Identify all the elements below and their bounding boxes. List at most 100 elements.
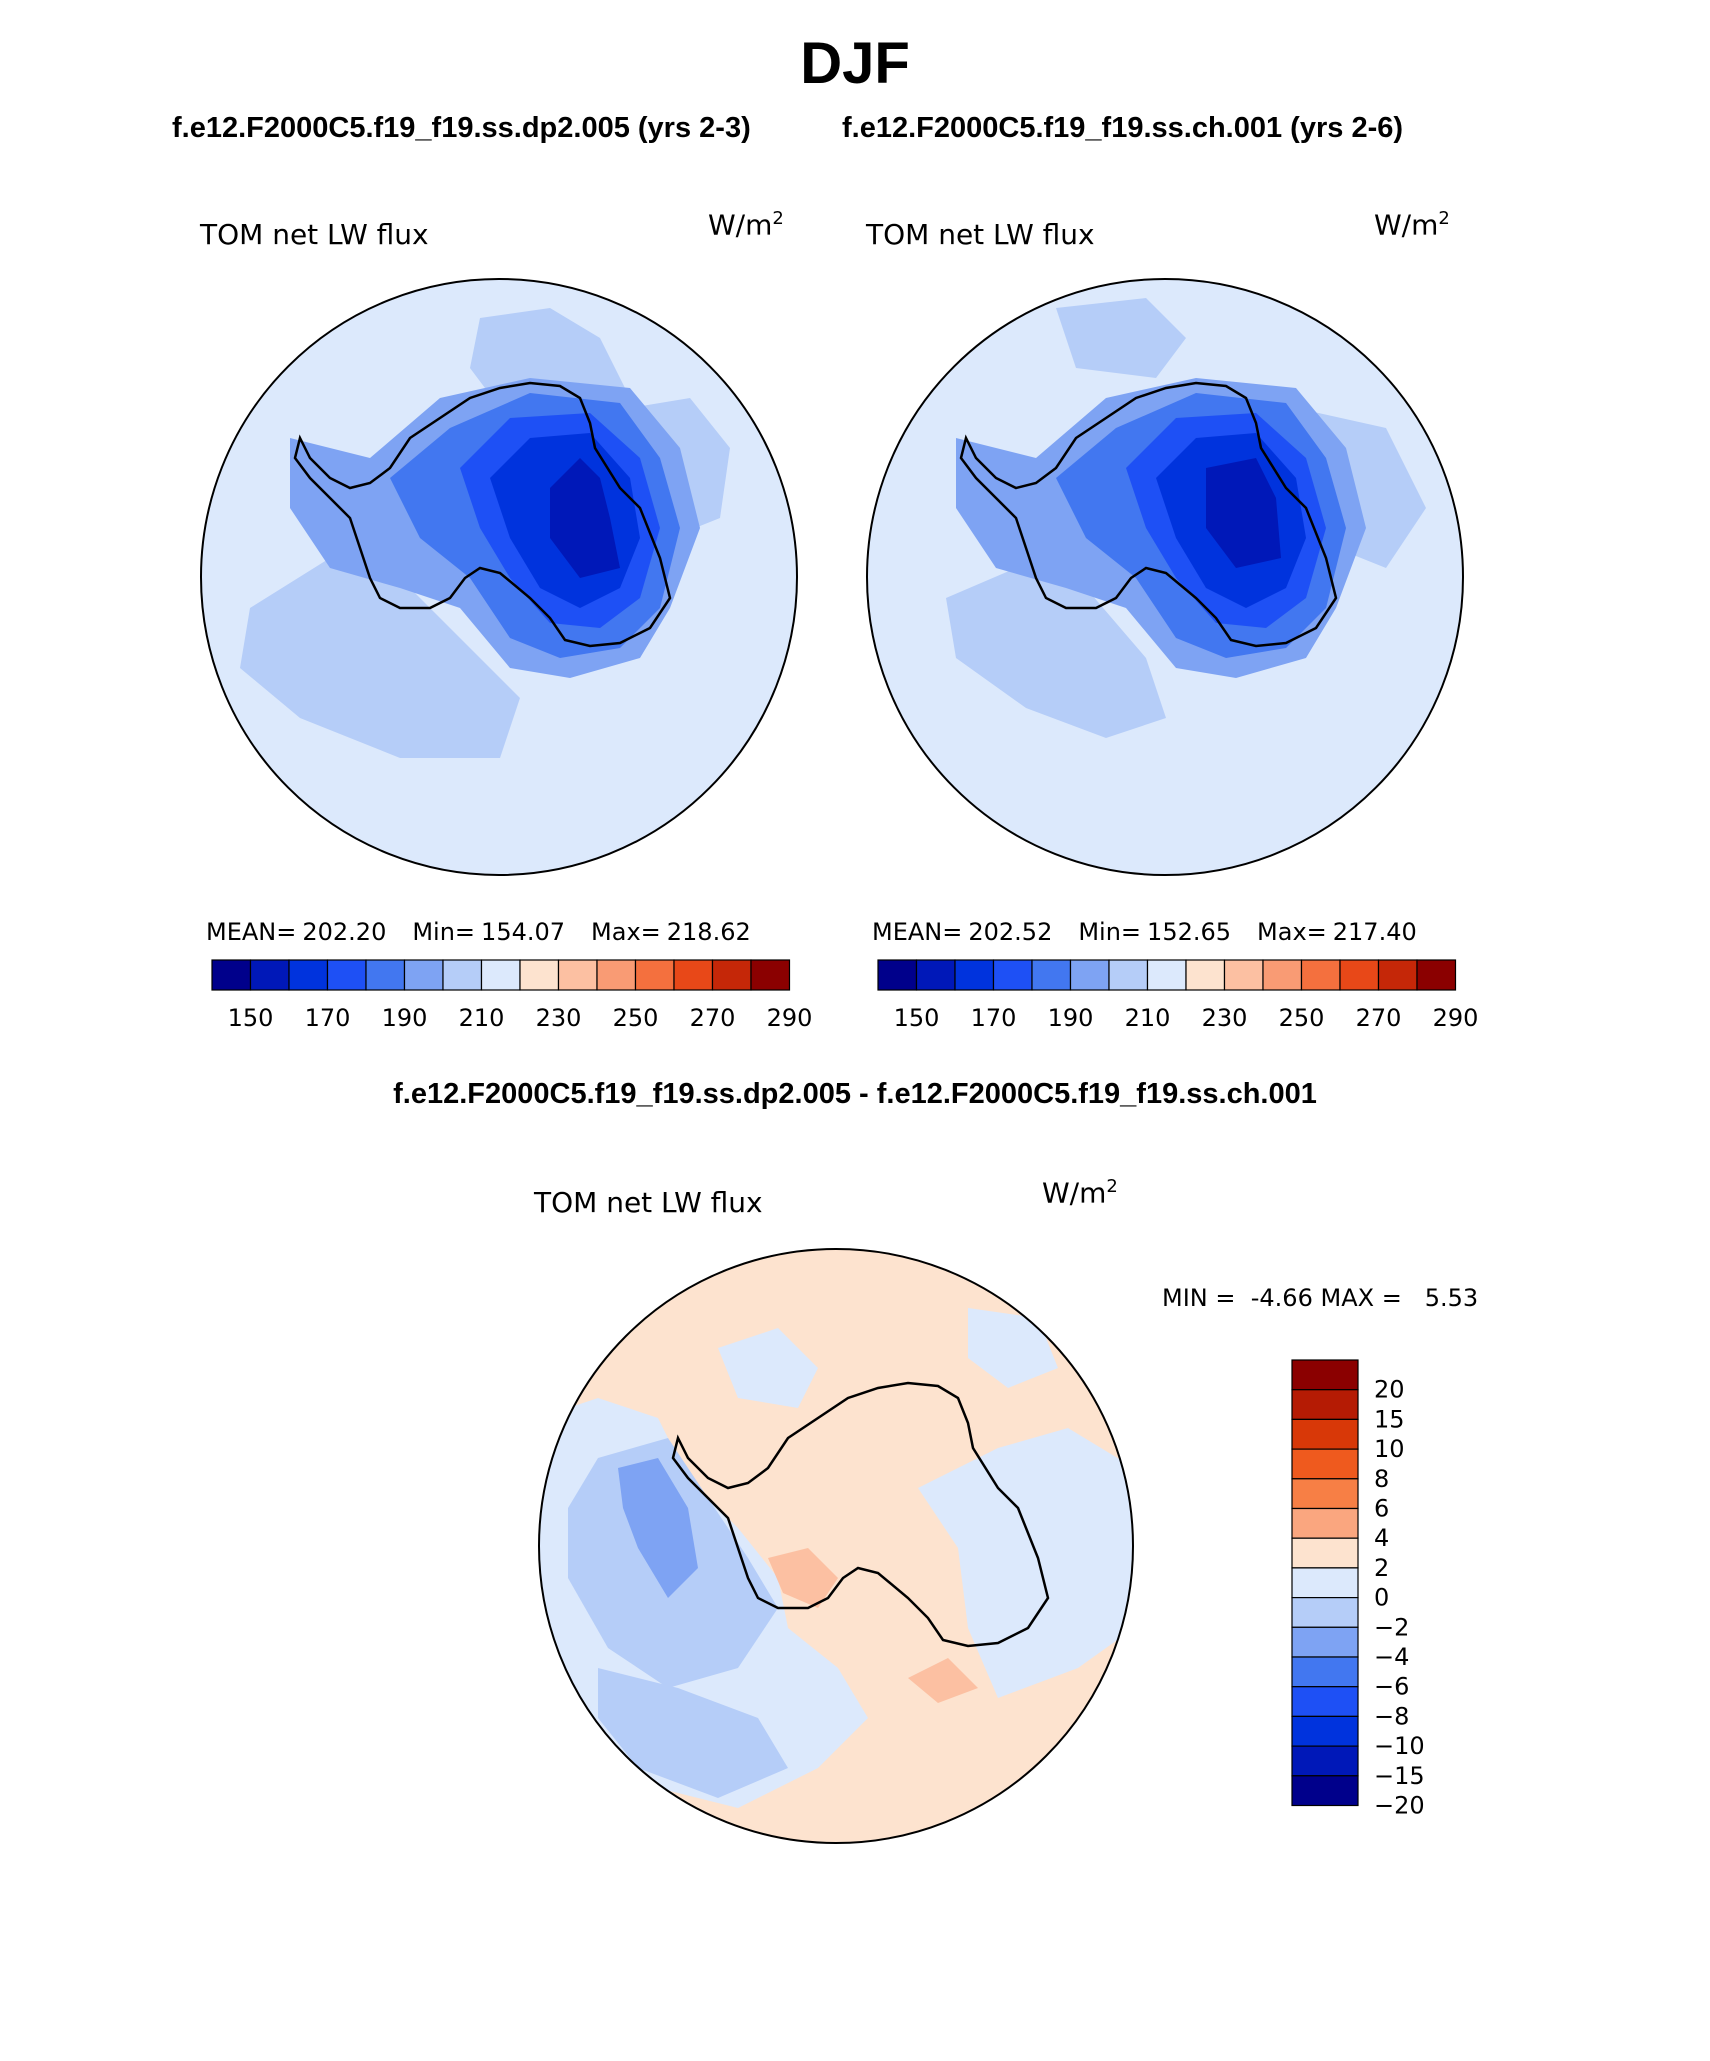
colorbar-difference-tick-label: −8: [1374, 1702, 1409, 1730]
colorbar-left-swatch: [403, 959, 444, 991]
colorbar-difference-tick-label: 4: [1374, 1524, 1389, 1552]
colorbar-right-tick-label: 190: [1048, 1004, 1094, 1032]
map-diff-minus4-region: [618, 1458, 698, 1598]
colorbar-right-swatch: [954, 959, 995, 991]
map-diff-negative-region-ne: [968, 1308, 1058, 1388]
colorbar-right-tick-label: 270: [1356, 1004, 1402, 1032]
panel-left-mean-label: MEAN=: [206, 918, 297, 946]
colorbar-right-swatch: [915, 959, 956, 991]
panel-right-stats: MEAN= 202.52 Min= 152.65 Max= 217.40: [872, 918, 1417, 946]
diff-max: 5.53: [1424, 1284, 1479, 1312]
map-right-polar: [866, 278, 1464, 876]
colorbar-right-swatch: [1300, 959, 1341, 991]
colorbar-difference-tick-label: 20: [1374, 1376, 1405, 1404]
colorbar-left-swatch: [519, 959, 560, 991]
panel-left-max: 218.62: [666, 918, 751, 946]
colorbar-difference-swatch: [1291, 1507, 1359, 1539]
colorbar-right-swatch: [992, 959, 1033, 991]
colorbar-difference-tick-label: 2: [1374, 1554, 1389, 1582]
colorbar-right: 150 170 190 210 230 250 270 290: [877, 959, 1478, 1032]
map-diff-coastline: [671, 1381, 1050, 1648]
diff-min-label: MIN =: [1162, 1284, 1236, 1312]
colorbar-left: 150 170 190 210 230 250 270 290: [211, 959, 812, 1032]
colorbar-left-swatch: [750, 959, 791, 991]
colorbar-right-tick-label: 230: [1202, 1004, 1248, 1032]
colorbar-difference-tick-label: −15: [1374, 1762, 1425, 1790]
map-diff-plus2-region: [768, 1548, 838, 1608]
colorbar-right-swatch: [877, 959, 918, 991]
colorbar-right-swatch: [1185, 959, 1226, 991]
panel-left-min: 154.07: [481, 918, 566, 946]
colorbar-difference-swatch: [1291, 1478, 1359, 1510]
map-diff-border: [538, 1248, 1134, 1844]
colorbar-difference-swatch: [1291, 1567, 1359, 1599]
map-difference-polar: [538, 1248, 1134, 1844]
colorbar-difference-swatch: [1291, 1626, 1359, 1658]
map-diff-negative-region-east: [918, 1428, 1133, 1698]
panel-right-min: 152.65: [1147, 918, 1232, 946]
difference-title: f.e12.F2000C5.f19_f19.ss.dp2.005 - f.e12…: [393, 1078, 1317, 1110]
colorbar-left-swatch: [326, 959, 367, 991]
colorbar-difference-swatch: [1291, 1389, 1359, 1421]
panel-right-mean-label: MEAN=: [872, 918, 963, 946]
map-right-coastline: [959, 381, 1338, 648]
colorbar-difference-tick-label: −10: [1374, 1732, 1425, 1760]
colorbar-left-swatch: [249, 959, 290, 991]
colorbar-difference-swatch: [1291, 1597, 1359, 1628]
colorbar-difference-swatch: [1291, 1448, 1359, 1480]
map-diff-plus2-region-b: [908, 1658, 978, 1703]
colorbar-right-tick-label: 250: [1279, 1004, 1325, 1032]
colorbar-right-swatch: [1146, 959, 1187, 991]
colorbar-right-swatch: [1223, 959, 1264, 991]
colorbar-difference-tick-label: 10: [1374, 1435, 1405, 1463]
colorbar-difference-tick-label: −4: [1374, 1643, 1409, 1671]
panel-right-mean: 202.52: [968, 918, 1053, 946]
colorbar-left-tick-label: 230: [536, 1004, 582, 1032]
case-left-title: f.e12.F2000C5.f19_f19.ss.dp2.005 (yrs 2-…: [172, 112, 751, 144]
panel-right-max-label: Max=: [1257, 918, 1327, 946]
map-diff-minus2-region-b: [598, 1668, 788, 1798]
colorbar-right-swatch: [1262, 959, 1303, 991]
diff-variable: TOM net LW flux: [534, 1186, 763, 1219]
colorbar-left-swatch: [365, 959, 406, 991]
colorbar-difference-tick-label: −2: [1374, 1613, 1409, 1641]
colorbar-left-tick-label: 250: [613, 1004, 659, 1032]
colorbar-right-tick-label: 170: [971, 1004, 1017, 1032]
colorbar-left-swatch: [634, 959, 675, 991]
panel-right-max: 217.40: [1332, 918, 1417, 946]
colorbar-left-tick-label: 170: [305, 1004, 351, 1032]
diff-units: W/m2: [1042, 1176, 1118, 1210]
diff-max-label: MAX =: [1320, 1284, 1402, 1312]
colorbar-difference-swatch: [1291, 1418, 1359, 1450]
diff-min: -4.66: [1250, 1284, 1313, 1312]
colorbar-left-swatch: [480, 959, 521, 991]
panel-left-max-label: Max=: [591, 918, 661, 946]
panel-left-mean: 202.20: [302, 918, 387, 946]
colorbar-left-tick-label: 210: [459, 1004, 505, 1032]
colorbar-difference-tick-label: −20: [1374, 1792, 1425, 1820]
colorbar-right-swatch: [1031, 959, 1072, 991]
colorbar-difference-swatch: [1291, 1775, 1359, 1807]
colorbar-difference-tick-label: 8: [1374, 1465, 1389, 1493]
colorbar-difference-tick-label: −6: [1374, 1673, 1409, 1701]
panel-left-variable: TOM net LW flux: [200, 218, 429, 251]
season-title: DJF: [800, 31, 910, 96]
colorbar-left-tick-label: 270: [690, 1004, 736, 1032]
case-right-title: f.e12.F2000C5.f19_f19.ss.ch.001 (yrs 2-6…: [842, 112, 1404, 144]
colorbar-left-swatch: [211, 959, 252, 991]
panel-right-variable: TOM net LW flux: [866, 218, 1095, 251]
colorbar-difference-tick-label: 6: [1374, 1495, 1389, 1523]
map-right-contour-190-210: [1056, 298, 1186, 378]
panel-left-min-label: Min=: [412, 918, 476, 946]
map-left-contour-below-150: [550, 458, 620, 578]
map-diff-negative-region-north: [718, 1328, 818, 1408]
colorbar-difference-swatch: [1291, 1537, 1359, 1569]
colorbar-left-swatch: [557, 959, 598, 991]
colorbar-right-swatch: [1416, 959, 1457, 991]
colorbar-right-tick-label: 210: [1125, 1004, 1171, 1032]
colorbar-right-swatch: [1069, 959, 1110, 991]
colorbar-difference-swatch: [1291, 1715, 1359, 1747]
colorbar-right-swatch: [1377, 959, 1418, 991]
panel-right-units: W/m2: [1374, 208, 1450, 242]
